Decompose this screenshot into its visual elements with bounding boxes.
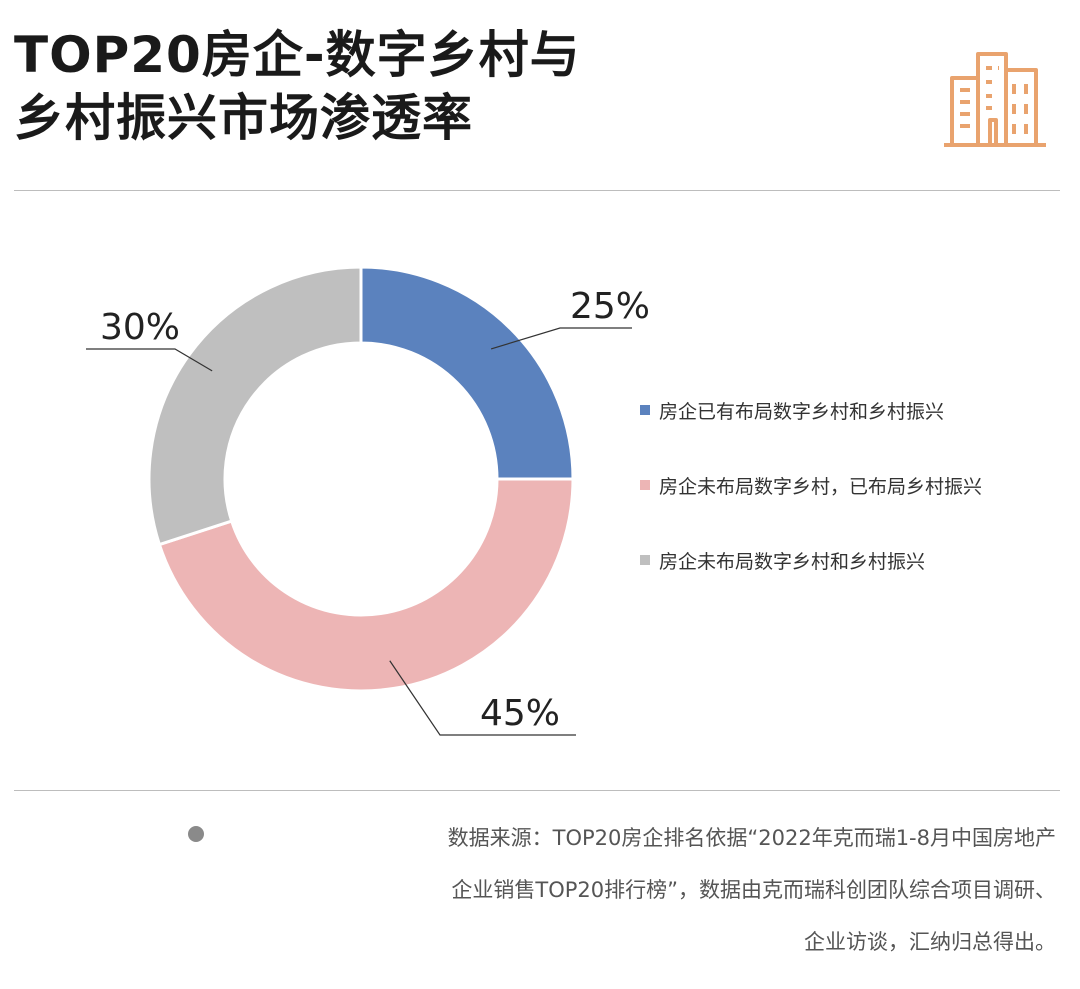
source-note: 数据来源：TOP20房企排名依据“2022年克而瑞1-8月中国房地产 企业销售T… [176, 812, 1056, 968]
header-divider [14, 190, 1060, 191]
donut-chart: 25% 45% 30% [86, 265, 650, 736]
source-line: 企业销售TOP20排行榜”，数据由克而瑞科创团队综合项目调研、 [451, 878, 1056, 902]
title-line-2: 乡村振兴市场渗透率 [14, 89, 473, 147]
donut-slice [157, 477, 575, 693]
leader-line [490, 327, 632, 350]
footer-divider [14, 790, 1060, 791]
source-line: 数据来源：TOP20房企排名依据“2022年克而瑞1-8月中国房地产 [447, 826, 1056, 850]
donut-slice [147, 265, 363, 547]
legend-label: 房企未布局数字乡村和乡村振兴 [659, 550, 926, 573]
legend-label: 房企未布局数字乡村，已布局乡村振兴 [659, 475, 983, 498]
leader-line [389, 660, 576, 736]
donut-slice [359, 265, 575, 481]
legend-label: 房企已有布局数字乡村和乡村振兴 [659, 400, 945, 423]
title-line-1: TOP20房企-数字乡村与 [14, 26, 581, 84]
legend-item: 房企已有布局数字乡村和乡村振兴 [640, 398, 982, 423]
data-label: 30% [100, 307, 180, 348]
bullet-dot [188, 826, 204, 842]
legend-swatch [640, 405, 650, 415]
buildings-icon [944, 52, 1046, 147]
source-line: 企业访谈，汇纳归总得出。 [804, 930, 1056, 954]
legend-swatch [640, 480, 650, 490]
source-text: 数据来源：TOP20房企排名依据“2022年克而瑞1-8月中国房地产 企业销售T… [242, 812, 1056, 968]
leader-line [86, 348, 213, 372]
legend: 房企已有布局数字乡村和乡村振兴 房企未布局数字乡村，已布局乡村振兴 房企未布局数… [640, 398, 982, 623]
legend-item: 房企未布局数字乡村和乡村振兴 [640, 548, 982, 573]
data-label: 25% [570, 286, 650, 327]
legend-item: 房企未布局数字乡村，已布局乡村振兴 [640, 473, 983, 498]
page-title: TOP20房企-数字乡村与 乡村振兴市场渗透率 [14, 24, 581, 150]
data-label: 45% [480, 693, 560, 734]
legend-swatch [640, 555, 650, 565]
